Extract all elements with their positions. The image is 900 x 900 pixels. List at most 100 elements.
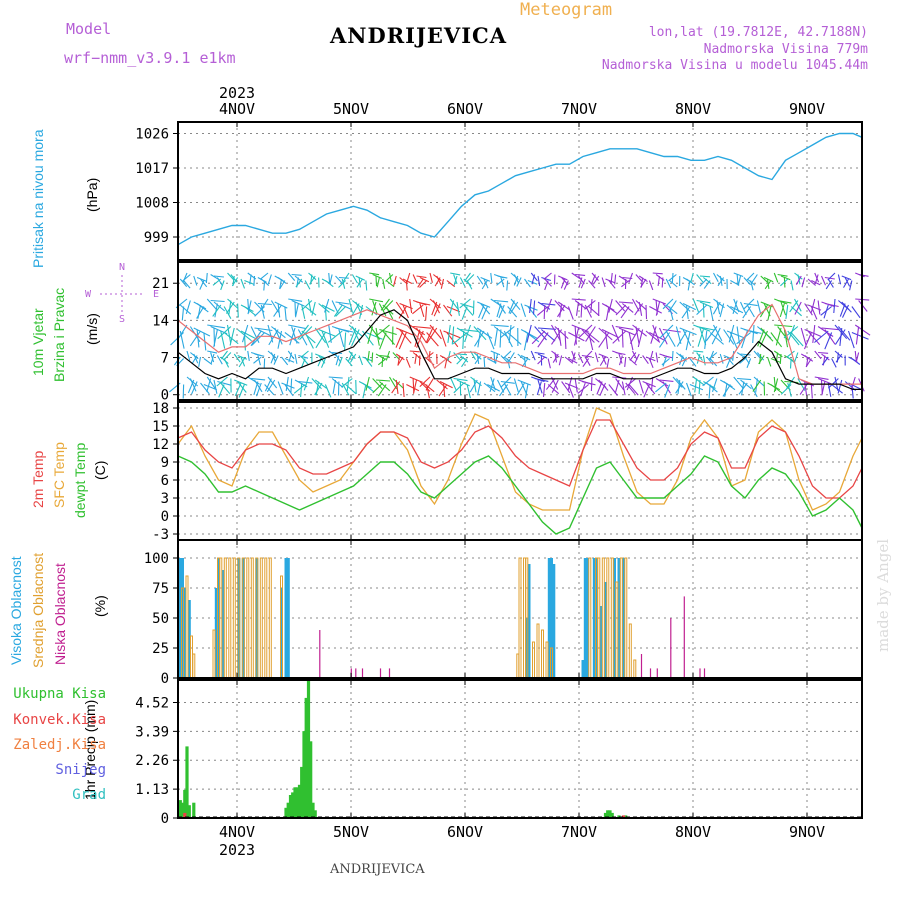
cloud-bar-mid bbox=[268, 557, 272, 679]
wind-barb bbox=[486, 332, 495, 350]
wind-barb bbox=[655, 378, 669, 387]
wind-barb bbox=[289, 327, 296, 346]
wind-barb bbox=[567, 306, 574, 320]
wind-barb bbox=[220, 330, 226, 349]
wind-barb bbox=[659, 327, 668, 345]
wind-barb bbox=[833, 298, 836, 314]
wind-barb bbox=[281, 356, 289, 366]
wind-barb bbox=[580, 278, 586, 289]
wind-barb bbox=[335, 306, 347, 317]
wind-barb bbox=[494, 353, 499, 364]
y-tick-label: 18 bbox=[152, 401, 169, 417]
wind-barb bbox=[419, 280, 428, 288]
wind-barb bbox=[584, 350, 593, 359]
wind-barb bbox=[244, 279, 254, 285]
wind-barb bbox=[301, 356, 309, 365]
wind-barb bbox=[541, 302, 556, 306]
wind-barb bbox=[426, 327, 438, 344]
temp-2m-line bbox=[177, 419, 863, 499]
wind-barb bbox=[786, 376, 795, 389]
wind-barb bbox=[301, 330, 316, 344]
wind-barb bbox=[551, 379, 559, 393]
wind-barb bbox=[199, 280, 205, 290]
wind-barb bbox=[724, 382, 728, 397]
wind-barb bbox=[348, 298, 354, 313]
wind-barb bbox=[642, 355, 649, 365]
wind-barb bbox=[790, 280, 794, 291]
wind-barb bbox=[531, 330, 546, 345]
wind-barb bbox=[725, 358, 731, 368]
wind-barb bbox=[498, 304, 505, 319]
wind-barb bbox=[237, 303, 239, 318]
cloud-bar-mid bbox=[541, 629, 544, 679]
wind-barb bbox=[706, 382, 718, 393]
wind-barb bbox=[288, 352, 293, 363]
wind-barb bbox=[503, 350, 512, 359]
wind-barb bbox=[234, 379, 248, 386]
wind-barb bbox=[543, 272, 552, 280]
wind-barb bbox=[412, 304, 424, 315]
wind-barb bbox=[580, 303, 583, 318]
precip-bar-total bbox=[288, 795, 293, 818]
wind-barb bbox=[291, 273, 302, 276]
y-tick-label: 2.26 bbox=[135, 753, 169, 769]
wind-barb bbox=[431, 301, 438, 316]
wind-barb bbox=[335, 301, 350, 305]
wind-barb bbox=[228, 300, 232, 315]
pressure-line bbox=[177, 132, 863, 246]
precip-bar-total bbox=[610, 812, 614, 818]
wind-barb bbox=[590, 376, 593, 392]
wind-barb bbox=[372, 378, 383, 390]
wind-barb bbox=[777, 326, 789, 342]
wind-barb bbox=[393, 275, 397, 286]
wind-barb bbox=[196, 276, 207, 282]
wind-barb bbox=[447, 350, 451, 361]
cloud-bar-high bbox=[599, 606, 603, 678]
cloud-bar-mid bbox=[545, 641, 549, 679]
wind-barb bbox=[722, 384, 731, 397]
wind-barb bbox=[277, 381, 284, 395]
cloud-bar-mid bbox=[633, 659, 637, 679]
wind-barb bbox=[756, 300, 762, 315]
wind-barb bbox=[238, 358, 245, 368]
wind-barb bbox=[573, 327, 580, 346]
wind-barb bbox=[476, 275, 484, 285]
wind-barb bbox=[191, 355, 198, 365]
wind-barb bbox=[608, 280, 616, 289]
wind-barb bbox=[668, 300, 677, 313]
wind-barb bbox=[214, 303, 218, 318]
wind-barb bbox=[362, 384, 367, 399]
precip-bar-total bbox=[286, 802, 290, 818]
wind-barb bbox=[513, 378, 519, 393]
wind-barb bbox=[632, 324, 647, 337]
wind-barb bbox=[652, 324, 660, 342]
cloud-bar-high bbox=[613, 558, 616, 678]
cloud-bar-high bbox=[214, 588, 218, 678]
wind-barb bbox=[251, 332, 266, 346]
wind-barb bbox=[786, 350, 795, 358]
wind-barb bbox=[346, 376, 350, 391]
wind-barb bbox=[751, 274, 758, 284]
cloud-bar-high bbox=[550, 558, 553, 678]
wind-barb bbox=[409, 350, 420, 353]
wind-barb bbox=[382, 300, 394, 311]
legend-konvek-kisa: Konvek.Kisa bbox=[13, 712, 106, 728]
model-label: Model bbox=[66, 20, 112, 38]
y-tick-label: 25 bbox=[152, 641, 169, 657]
wind-barb bbox=[581, 329, 595, 343]
wind-barb bbox=[759, 330, 768, 348]
wind-barb bbox=[429, 324, 442, 340]
wind-barb bbox=[494, 327, 499, 346]
wind-barb bbox=[320, 358, 326, 368]
wind-barb bbox=[855, 326, 860, 345]
wind-barb bbox=[632, 350, 638, 361]
wind-barb bbox=[728, 324, 735, 343]
wind-barb bbox=[309, 275, 316, 285]
precip-bar-total bbox=[295, 787, 299, 818]
wind-barb bbox=[425, 326, 434, 344]
wind-barb bbox=[314, 327, 327, 344]
wind-barb bbox=[453, 377, 468, 382]
wind-barb bbox=[456, 327, 473, 338]
compass-w: W bbox=[85, 289, 92, 300]
wind-barb bbox=[544, 278, 552, 287]
